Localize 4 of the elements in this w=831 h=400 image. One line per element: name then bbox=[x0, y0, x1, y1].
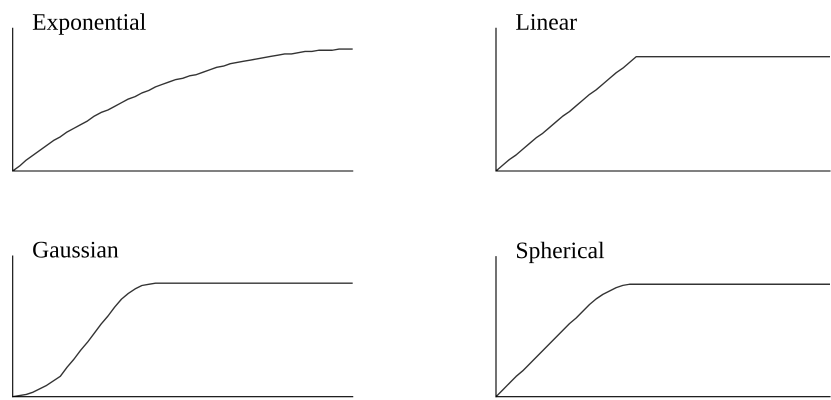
chart-title: Exponential bbox=[32, 13, 146, 35]
chart-title: Spherical bbox=[517, 242, 604, 264]
chart-title: Gaussian bbox=[33, 242, 118, 258]
chart-title: Linear bbox=[516, 14, 577, 30]
